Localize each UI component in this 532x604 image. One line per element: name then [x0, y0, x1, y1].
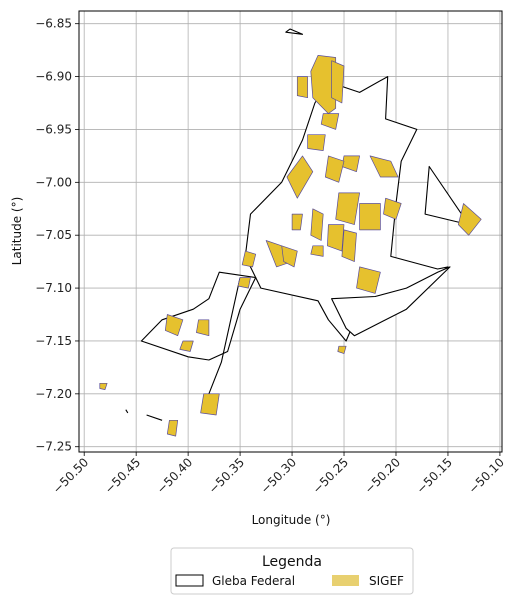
y-tick-label: −7.25: [35, 440, 72, 454]
legend-label-sigef: SIGEF: [369, 574, 404, 588]
sigef-parcel: [196, 319, 210, 337]
gleba-federal-polygon: [285, 28, 304, 35]
y-axis-title: Latitude (°): [10, 197, 24, 266]
sigef-parcel: [335, 192, 360, 225]
sigef-parcel: [337, 345, 347, 354]
y-tick-label: −7.00: [35, 175, 72, 189]
y-tick-label: −7.05: [35, 228, 72, 242]
sigef-parcel: [356, 266, 381, 294]
gleba-federal-boundary-line: [146, 414, 163, 421]
sigef-parcel: [341, 229, 357, 262]
sigef-parcel: [369, 155, 399, 178]
y-tick-label: −6.90: [35, 70, 72, 84]
sigef-parcel: [281, 245, 298, 268]
sigef-parcel: [359, 203, 381, 231]
sigef-parcel: [200, 393, 220, 416]
gleba-federal-boundary-line: [125, 409, 129, 414]
legend: Legenda Gleba Federal SIGEF: [170, 547, 414, 595]
legend-title: Legenda: [262, 554, 322, 570]
sigef-parcel: [324, 155, 345, 183]
sigef-parcel: [99, 382, 108, 390]
y-tick-label: −7.15: [35, 334, 72, 348]
sigef-parcel: [310, 208, 324, 241]
sigef-parcel: [166, 419, 179, 437]
legend-swatch-gleba-federal: [175, 574, 204, 587]
sigef-parcel: [331, 60, 345, 104]
sigef-parcel: [286, 155, 314, 199]
sigef-parcel: [457, 203, 482, 236]
sigef-parcel: [291, 213, 303, 231]
sigef-parcel: [310, 245, 324, 257]
sigef-parcel: [296, 76, 308, 99]
y-tick-label: −7.10: [35, 281, 72, 295]
y-tick-label: −6.85: [35, 17, 72, 31]
sigef-parcel: [327, 224, 345, 252]
plot-frame: [78, 10, 503, 453]
sigef-parcel: [307, 134, 326, 151]
sigef-parcel: [320, 113, 340, 130]
y-tick-label: −7.20: [35, 387, 72, 401]
sigef-parcel: [241, 250, 257, 268]
sigef-parcel: [179, 340, 194, 352]
sigef-parcel: [383, 197, 402, 220]
sigef-parcel: [164, 314, 184, 337]
gleba-federal-polygon: [424, 165, 470, 226]
sigef-layer: [99, 55, 482, 437]
legend-label-gleba-federal: Gleba Federal: [212, 574, 295, 588]
x-axis-title: Longitude (°): [252, 513, 331, 527]
gleba-federal-boundary-line: [208, 277, 241, 395]
gleba-federal-polygon: [331, 266, 451, 337]
y-tick-label: −6.95: [35, 122, 72, 136]
legend-swatch-sigef: [332, 575, 359, 586]
sigef-parcel: [237, 277, 251, 289]
